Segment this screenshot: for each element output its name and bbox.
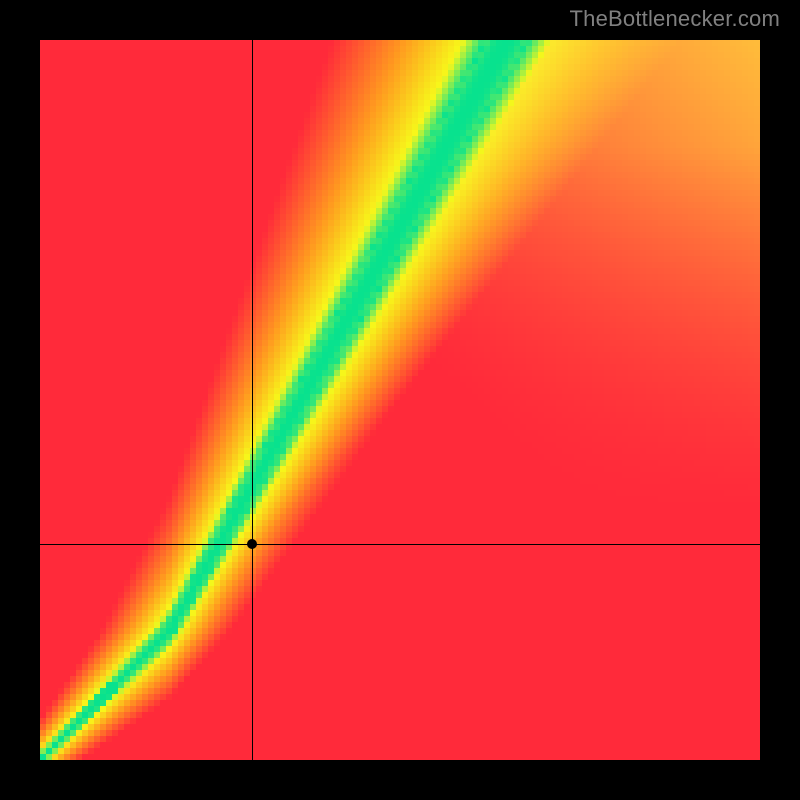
crosshair-horizontal xyxy=(40,544,760,545)
heatmap-plot-area xyxy=(40,40,760,760)
crosshair-marker xyxy=(247,539,257,549)
watermark-text: TheBottlenecker.com xyxy=(570,6,780,32)
figure-container: TheBottlenecker.com xyxy=(0,0,800,800)
crosshair-vertical xyxy=(252,40,253,760)
heatmap-canvas xyxy=(40,40,760,760)
